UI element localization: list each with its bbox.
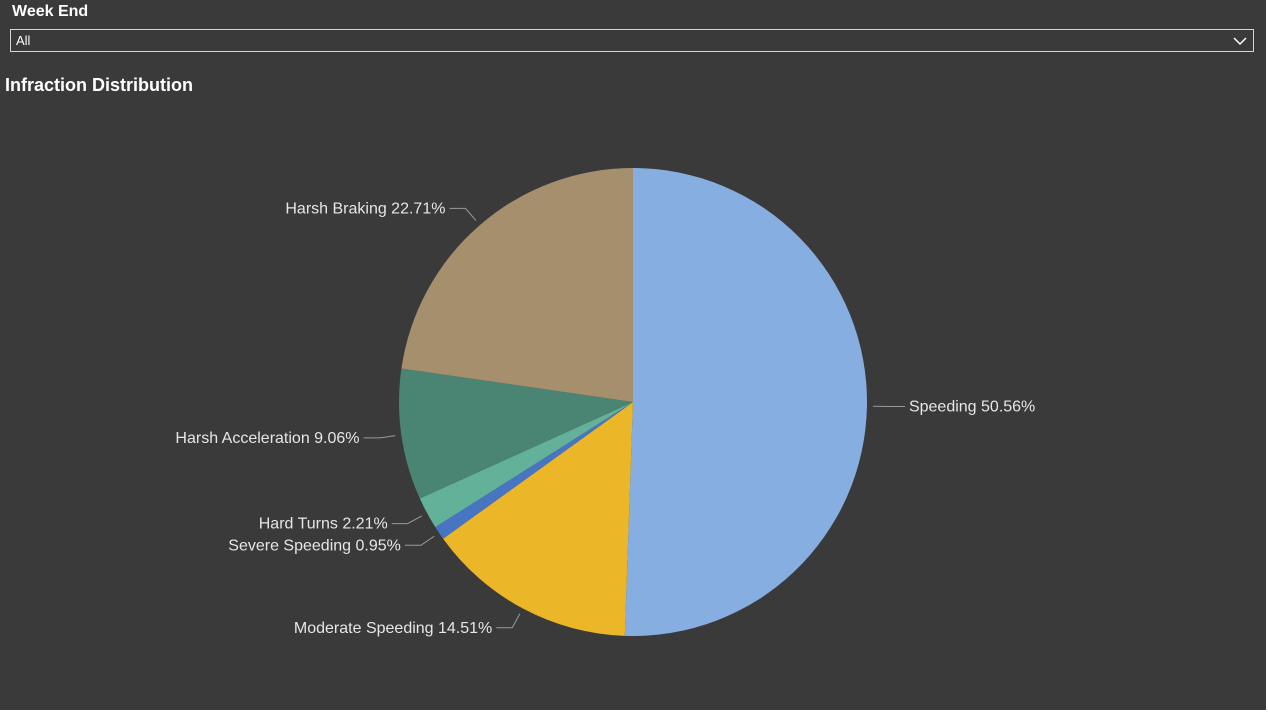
week-end-filter-label: Week End [12, 3, 89, 20]
pie-slice-harsh-acceleration[interactable] [399, 368, 633, 499]
slice-label-harsh-braking: Harsh Braking 22.71% [285, 200, 445, 217]
slice-label-hard-turns: Hard Turns 2.21% [259, 516, 388, 533]
pie-slice-moderate-speeding[interactable] [443, 402, 633, 636]
pie-slice-harsh-braking[interactable] [401, 168, 633, 402]
leader-line-severe-speeding [404, 535, 435, 546]
slice-label-severe-speeding: Severe Speeding 0.95% [228, 537, 401, 554]
week-end-dropdown-value: All [16, 33, 31, 48]
slice-label-harsh-acceleration: Harsh Acceleration 9.06% [175, 430, 359, 447]
leader-line-hard-turns [391, 515, 423, 525]
slice-label-moderate-speeding: Moderate Speeding 14.51% [294, 620, 492, 637]
pie-slice-severe-speeding[interactable] [435, 402, 633, 539]
chevron-down-icon [1233, 37, 1247, 46]
leader-line-moderate-speeding [496, 613, 521, 629]
week-end-dropdown[interactable]: All [10, 29, 1254, 52]
leader-line-harsh-acceleration [363, 435, 396, 439]
chart-title: Infraction Distribution [5, 75, 193, 95]
pie-slice-speeding[interactable] [624, 168, 867, 636]
pie-slice-hard-turns[interactable] [419, 402, 633, 528]
leader-line-harsh-braking [449, 207, 477, 221]
slice-label-speeding: Speeding 50.56% [909, 399, 1035, 416]
